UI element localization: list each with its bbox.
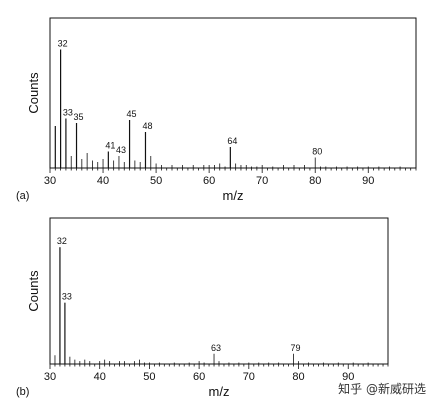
x-tick-label: 80 [309, 175, 321, 187]
spectrum-panel-a: 30 40 50 60 70 80 90 32 33 35 41 43 45 48 64 80 m/z Count… [16, 17, 417, 203]
panel-label: (a) [16, 190, 29, 202]
x-tick-label: 30 [44, 175, 56, 187]
peak-label: 64 [227, 136, 237, 146]
x-tick-label: 90 [362, 175, 374, 187]
x-tick-label: 60 [203, 175, 215, 187]
spectrum-panel-b: 30 40 50 60 70 80 90 32 33 63 79 m/z Counts (b) [16, 217, 389, 399]
x-tick-label: 90 [342, 371, 354, 383]
peak-label: 48 [142, 121, 152, 131]
peak-label: 32 [57, 236, 67, 246]
peak-label: 80 [312, 147, 322, 157]
x-tick-label: 50 [143, 371, 155, 383]
y-axis-label: Counts [26, 270, 41, 312]
peak-label: 45 [127, 109, 137, 119]
peak-label: 33 [63, 108, 73, 118]
peak-label: 32 [58, 39, 68, 49]
x-tick-label: 70 [256, 175, 268, 187]
plot-frame [49, 17, 417, 169]
x-tick-label: 70 [243, 371, 255, 383]
x-tick-label: 80 [292, 371, 304, 383]
panel-label: (b) [16, 386, 29, 398]
peak-label: 79 [291, 343, 301, 353]
peak-label: 43 [116, 145, 126, 155]
x-tick-label: 30 [44, 371, 56, 383]
peak-label: 63 [211, 343, 221, 353]
x-axis-label: m/z [209, 384, 230, 399]
watermark-text: 知乎 @新威研选 [338, 382, 426, 396]
peak-label: 41 [105, 141, 115, 151]
peak-label: 33 [62, 292, 72, 302]
y-axis-label: Counts [26, 72, 41, 114]
x-axis-label: m/z [223, 188, 244, 203]
x-tick-label: 60 [193, 371, 205, 383]
x-tick-label: 40 [94, 371, 106, 383]
peak-label: 35 [74, 112, 84, 122]
x-tick-label: 50 [150, 175, 162, 187]
x-tick-label: 40 [97, 175, 109, 187]
